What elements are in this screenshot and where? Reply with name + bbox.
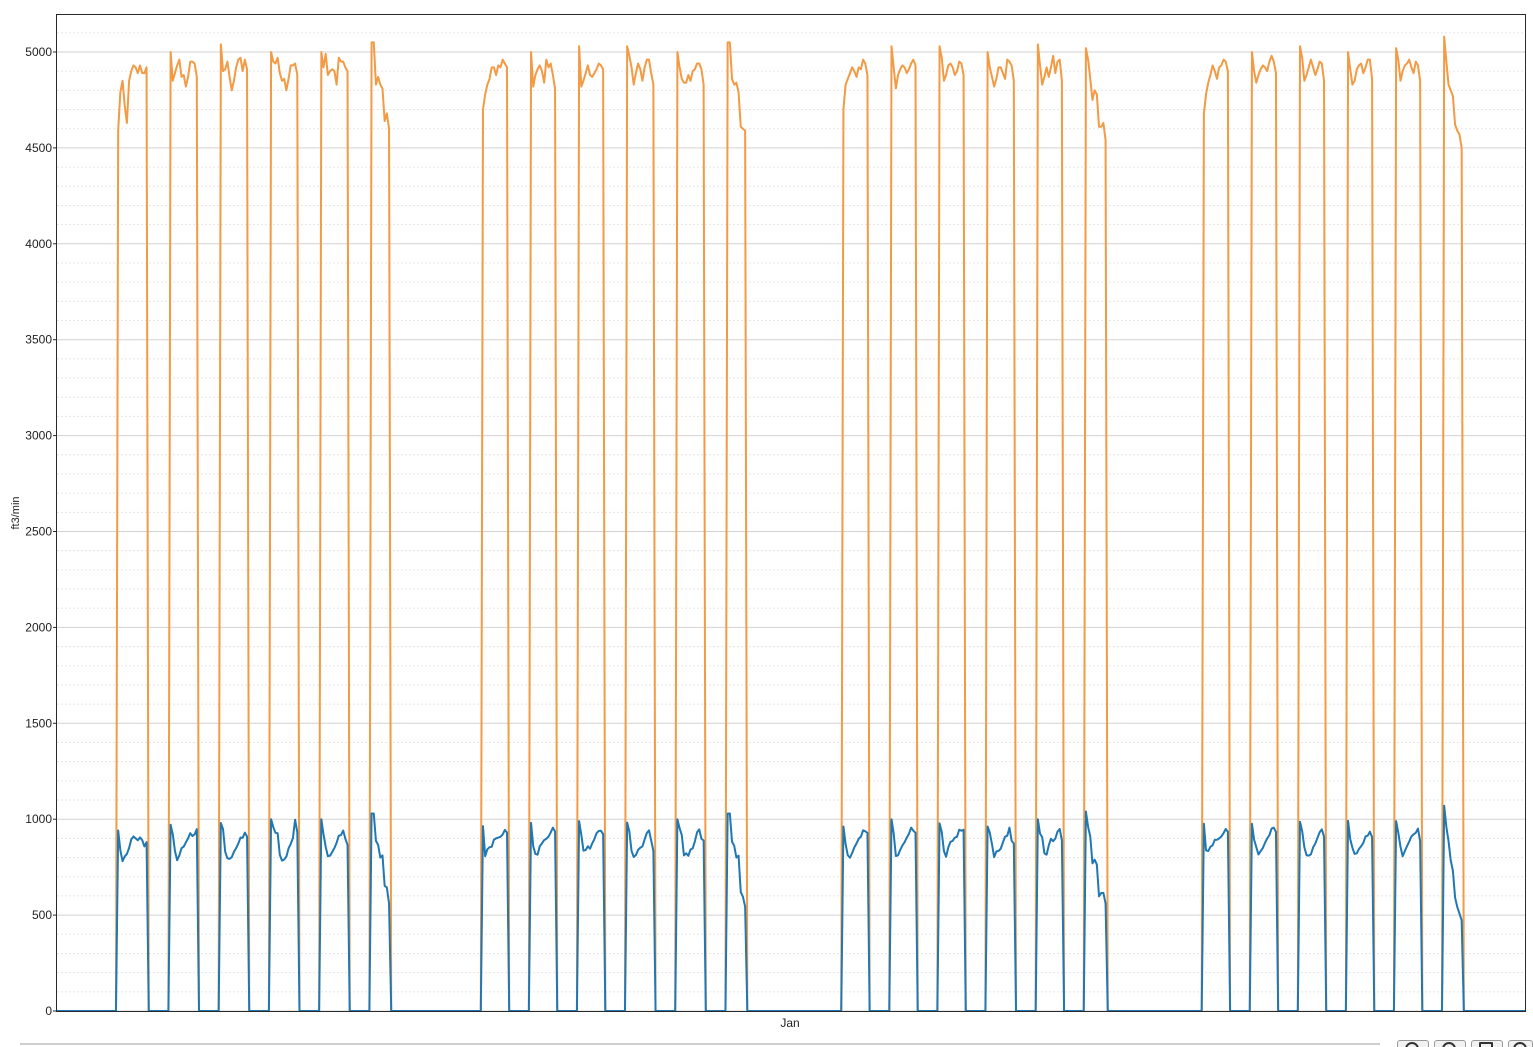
chart-toolbar xyxy=(20,1040,1533,1047)
y-tick-label: 5000 xyxy=(25,45,52,59)
y-tick-labels: 0 500 1000 1500 2000 2500 3000 3500 4000 4500 5000 xyxy=(25,45,57,1018)
y-tick-label: 4000 xyxy=(25,237,52,251)
zoom-in-icon xyxy=(1405,1042,1419,1047)
zoom-out-button[interactable] xyxy=(1434,1040,1466,1047)
reset-view-button[interactable] xyxy=(1508,1040,1533,1047)
zoom-fit-button[interactable] xyxy=(1471,1040,1503,1047)
zoom-out-icon xyxy=(1442,1042,1456,1047)
reset-icon xyxy=(1512,1042,1527,1047)
plot-frame xyxy=(56,14,1526,1012)
y-tick-label: 1000 xyxy=(25,812,52,826)
y-tick-label: 4500 xyxy=(25,141,52,155)
zoom-in-button[interactable] xyxy=(1397,1040,1429,1047)
y-axis-label: ft3/min xyxy=(10,496,22,529)
expand-icon xyxy=(1479,1042,1493,1047)
x-tick-labels: Jan xyxy=(780,1016,799,1030)
y-tick-label: 2000 xyxy=(25,620,52,634)
y-tick-label: 0 xyxy=(45,1004,52,1018)
y-tick-label: 3500 xyxy=(25,333,52,347)
y-tick-label: 3000 xyxy=(25,429,52,443)
y-tick-label: 1500 xyxy=(25,716,52,730)
x-tick-label: Jan xyxy=(780,1016,799,1030)
grid-lines xyxy=(57,32,1525,1012)
horizontal-scrollbar[interactable] xyxy=(20,1043,1380,1045)
y-tick-label: 2500 xyxy=(25,525,52,539)
y-tick-label: 500 xyxy=(32,908,52,922)
